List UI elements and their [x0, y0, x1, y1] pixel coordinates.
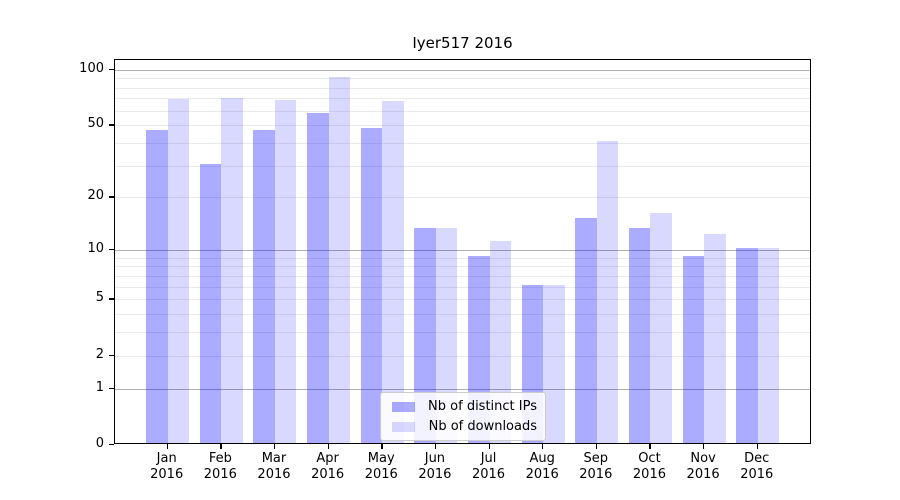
y-tick-label-0: 0	[95, 436, 104, 451]
bar-distinct-ips-apr	[307, 112, 329, 443]
gridline-minor-40	[115, 143, 810, 145]
bar-downloads-aug	[543, 284, 565, 443]
y-tick-label-50: 50	[87, 116, 104, 132]
x-tick-label-nov: Nov 2016	[686, 451, 720, 482]
legend-swatch-distinct-ips	[392, 401, 415, 412]
bar-distinct-ips-jun	[414, 228, 436, 443]
legend-entry-downloads: Nb of downloads	[388, 418, 537, 435]
x-tick-label-sep: Sep 2016	[579, 451, 613, 482]
y-tick-0	[109, 444, 114, 446]
gridline-minor-3	[115, 332, 810, 334]
plot-area: Nb of distinct IPs Nb of downloads	[114, 59, 811, 444]
bar-distinct-ips-feb	[199, 163, 222, 443]
gridline-minor-6	[115, 286, 810, 288]
gridline-minor-20	[115, 197, 810, 199]
x-tick-dec	[756, 444, 759, 449]
bar-downloads-feb	[221, 97, 243, 443]
gridline-minor-9	[115, 257, 810, 259]
gridline-minor-80	[115, 87, 810, 89]
y-tick-50	[109, 124, 114, 126]
x-tick-label-feb: Feb 2016	[203, 451, 237, 482]
x-tick-label-jan: Jan 2016	[150, 451, 184, 482]
legend-label-downloads: Nb of downloads	[428, 419, 537, 434]
bar-distinct-ips-jan	[146, 129, 168, 443]
bar-distinct-ips-dec	[736, 248, 758, 443]
bar-downloads-jun	[435, 228, 458, 443]
y-tick-5	[109, 298, 114, 300]
bar-distinct-ips-nov	[682, 255, 705, 443]
x-tick-label-apr: Apr 2016	[311, 451, 345, 482]
gridline-minor-4	[115, 314, 810, 316]
y-tick-100	[109, 68, 114, 71]
y-tick-label-1: 1	[95, 379, 104, 395]
y-tick-label-5: 5	[95, 290, 104, 306]
gridline-minor-8	[115, 266, 810, 268]
gridline-major-100	[115, 69, 810, 71]
bar-downloads-jan	[167, 98, 190, 443]
x-tick-feb	[220, 444, 222, 449]
x-tick-jan	[166, 444, 168, 449]
bar-distinct-ips-mar	[253, 129, 275, 443]
y-tick-label-100: 100	[79, 60, 104, 76]
x-tick-label-oct: Oct 2016	[632, 451, 666, 482]
y-tick-2	[109, 354, 114, 356]
x-tick-jul	[488, 444, 490, 449]
x-tick-label-jul: Jul 2016	[471, 451, 506, 482]
gridline-minor-7	[115, 275, 810, 277]
x-tick-oct	[649, 444, 651, 449]
x-tick-sep	[595, 444, 598, 449]
x-tick-label-jun: Jun 2016	[418, 451, 452, 482]
x-tick-label-aug: Aug 2016	[525, 451, 559, 482]
x-tick-nov	[703, 444, 705, 449]
x-tick-label-mar: Mar 2016	[257, 451, 291, 482]
gridline-major-1	[115, 388, 810, 390]
x-tick-may	[381, 444, 383, 449]
bar-distinct-ips-oct	[628, 228, 651, 443]
gridline-minor-70	[115, 98, 810, 100]
bar-downloads-sep	[596, 141, 619, 443]
x-tick-apr	[327, 444, 329, 449]
y-tick-20	[109, 196, 114, 198]
y-tick-label-2: 2	[95, 346, 104, 362]
gridline-minor-30	[115, 165, 810, 167]
legend-entry-distinct-ips: Nb of distinct IPs	[388, 398, 537, 415]
x-tick-label-may: May 2016	[364, 451, 398, 482]
gridline-minor-5	[115, 299, 810, 301]
bar-downloads-mar	[274, 99, 297, 443]
bar-downloads-apr	[328, 77, 351, 443]
y-tick-label-20: 20	[87, 188, 104, 204]
y-tick-label-10: 10	[87, 241, 104, 257]
bar-downloads-nov	[704, 234, 726, 443]
gridline-minor-90	[115, 78, 810, 80]
chart-title: Iyer517 2016	[412, 34, 513, 52]
bar-distinct-ips-may	[360, 128, 383, 443]
gridline-minor-50	[115, 125, 810, 127]
y-tick-1	[109, 387, 114, 389]
bar-downloads-dec	[757, 248, 780, 443]
x-tick-aug	[542, 444, 544, 449]
bar-downloads-may	[382, 101, 404, 443]
bar-downloads-oct	[650, 212, 672, 443]
legend: Nb of distinct IPs Nb of downloads	[380, 392, 546, 441]
bar-distinct-ips-sep	[575, 217, 597, 443]
gridline-minor-60	[115, 110, 810, 112]
y-tick-10	[109, 249, 114, 251]
gridline-minor-2	[115, 355, 810, 357]
gridline-major-10	[115, 250, 810, 252]
x-tick-jun	[434, 444, 437, 449]
legend-swatch-downloads	[392, 421, 415, 432]
legend-label-distinct-ips: Nb of distinct IPs	[428, 399, 537, 414]
x-tick-label-dec: Dec 2016	[740, 451, 774, 482]
x-tick-mar	[273, 444, 276, 449]
